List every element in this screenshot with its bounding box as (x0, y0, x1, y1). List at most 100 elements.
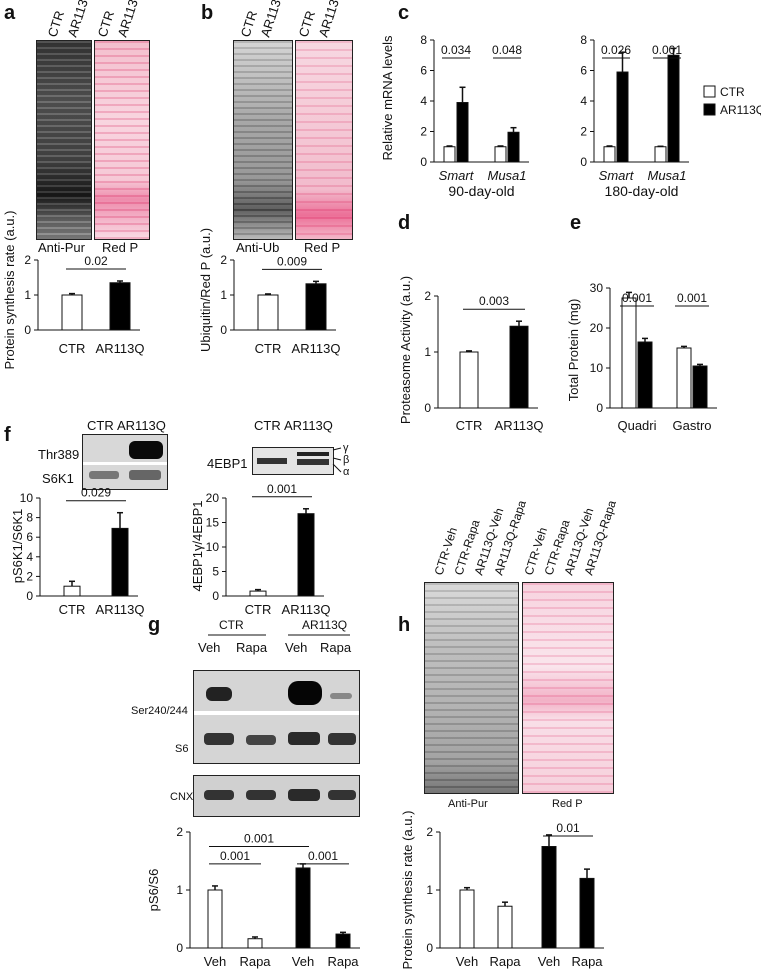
p-value-label: 0.02 (84, 254, 108, 268)
y-axis-label: 4EBP1γ/4EBP1 (190, 500, 205, 591)
y-axis-label: Ubiquitin/Red P (a.u.) (198, 228, 213, 352)
y-axis-label: pS6K1/S6K1 (10, 509, 25, 583)
panel-letter-h: h (398, 614, 411, 636)
x-category-label: Smart (599, 168, 635, 183)
ps6-s6-blot (193, 670, 360, 764)
p-value-label: 0.009 (277, 254, 307, 268)
x-category-label: AR113Q (495, 418, 544, 433)
lane-label: CTR (87, 418, 114, 433)
band-label: Thr389 (38, 447, 80, 462)
y-tick-label: 0 (596, 401, 603, 415)
lane-label: AR113Q (115, 0, 144, 39)
y-tick-label: 1 (220, 288, 227, 302)
y-axis-label: Protein synthesis rate (a.u.) (2, 211, 17, 370)
p-value-label: 0.001 (652, 43, 682, 57)
y-tick-label: 0 (212, 589, 219, 603)
proteasome-activity-chart: 0 1 2 Proteasome Activity (a.u.) CTR AR113Q 0.… (398, 276, 544, 433)
panel-letter-a: a (4, 2, 16, 24)
p-value-label: 0.003 (479, 294, 509, 308)
y-tick-label: 2 (420, 125, 427, 139)
p-value-label: 0.048 (492, 43, 522, 57)
bar (459, 351, 479, 409)
bar (667, 54, 680, 163)
bar (494, 146, 507, 163)
anti-pur-blot (36, 40, 92, 240)
bar (443, 146, 456, 163)
y-tick-label: 4 (580, 94, 587, 108)
panel-letter-d: d (398, 212, 411, 234)
y-tick-label: 2 (26, 569, 33, 583)
bar (257, 294, 279, 331)
panel-letter-b: b (201, 2, 214, 24)
total-protein-chart: 0 10 20 30 Total Protein (mg) Quadri 0.001 Gast… (566, 281, 717, 433)
ps6k1-chart: 0 2 4 6 8 10 pS6K1/S6K1 CTR AR113Q 0.029 (10, 486, 145, 617)
y-tick-label: 20 (206, 491, 220, 505)
y-tick-label: 0 (426, 941, 433, 955)
anti-ub-blot (233, 40, 293, 240)
anti-pur-blot (424, 582, 519, 794)
4ebp1-blot (252, 447, 334, 475)
band-label: S6K1 (42, 471, 74, 486)
y-tick-label: 0 (220, 323, 227, 337)
y-tick-label: 1 (176, 883, 183, 897)
y-tick-label: 2 (426, 825, 433, 839)
bar (603, 146, 616, 163)
bar (295, 867, 311, 949)
x-category-label: Musa1 (647, 168, 686, 183)
bar (654, 146, 667, 163)
bar (297, 513, 315, 597)
panel-letter-g: g (148, 614, 161, 636)
lane-label: Rapa (236, 640, 268, 655)
y-tick-label: 15 (206, 516, 220, 530)
y-tick-label: 2 (424, 289, 431, 303)
lane-label: AR113Q (117, 418, 166, 433)
protein-synthesis-chart-a: 0 1 2 Protein synthesis rate (a.u.) CTR AR113… (2, 211, 145, 370)
legend-swatch (703, 85, 716, 98)
lane-label: CTR (254, 418, 281, 433)
x-category-label: AR113Q (96, 341, 145, 356)
x-category-label: Veh (204, 954, 226, 969)
x-category-label: AR113Q (292, 341, 341, 356)
p-value-label: 0.001 (677, 291, 707, 305)
panel-a-lane-labels: CTR AR113Q CTR AR113Q (45, 0, 144, 39)
blot-label: Red P (102, 240, 139, 255)
panel-h-lane-labels: CTR-Veh CTR-Rapa AR113Q-Veh AR113Q-Rapa … (432, 498, 619, 577)
cnx-blot (193, 775, 360, 817)
pS6K1-blot (82, 434, 168, 490)
x-category-label: AR113Q (282, 602, 331, 617)
y-tick-label: 2 (176, 825, 183, 839)
lane-label: Veh (285, 640, 308, 655)
bar (249, 590, 267, 597)
x-category-label: Gastro (672, 418, 711, 433)
isoform-label: γ (343, 442, 349, 454)
x-category-label: CTR (59, 602, 86, 617)
y-tick-label: 10 (590, 361, 604, 375)
y-axis-label: Protein synthesis rate (a.u.) (400, 811, 415, 970)
y-tick-label: 4 (420, 94, 427, 108)
isoform-label: α (343, 466, 350, 478)
y-tick-label: 8 (420, 33, 427, 47)
x-category-label: AR113Q (96, 602, 145, 617)
bar (207, 889, 223, 949)
p-value-label: 0.026 (601, 43, 631, 57)
bar (61, 294, 83, 331)
red-p-blot (94, 40, 150, 240)
red-p-blot (522, 582, 614, 794)
blot-label: Anti-Ub (236, 240, 280, 255)
bar (335, 933, 351, 949)
y-tick-label: 8 (580, 33, 587, 47)
lane-label: AR113Q (258, 0, 287, 39)
lane-label: Veh (198, 640, 221, 655)
bar (63, 585, 81, 597)
p-value-label: 0.01 (556, 821, 580, 835)
p-value-label: 0.001 (267, 482, 297, 496)
p-value-label: 0.034 (441, 43, 471, 57)
bar (621, 297, 637, 409)
lane-label: AR113Q (65, 0, 94, 39)
y-axis-label: pS6/S6 (146, 869, 161, 912)
y-tick-label: 30 (590, 281, 604, 295)
blot-label: Red P (304, 240, 341, 255)
y-tick-label: 6 (26, 530, 33, 544)
x-category-label: CTR (255, 341, 282, 356)
